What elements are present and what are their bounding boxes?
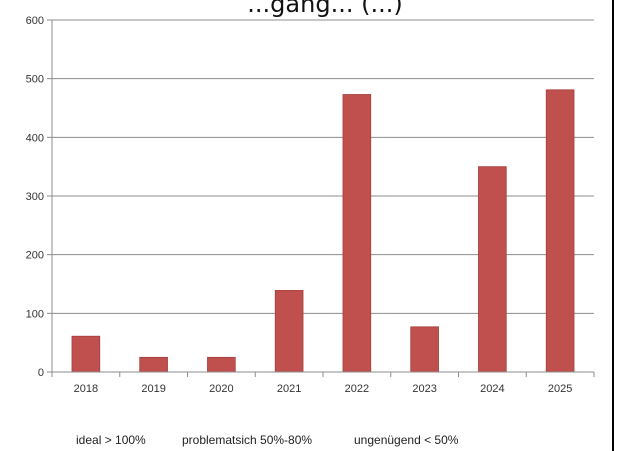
note-ideal: ideal > 100% xyxy=(76,433,146,447)
x-tick-label: 2019 xyxy=(141,383,165,395)
x-tick-label: 2020 xyxy=(209,383,233,395)
bars xyxy=(71,89,575,373)
chart-title: ...gang... (...) xyxy=(247,0,402,18)
y-tick-label: 600 xyxy=(26,15,44,27)
note-problematic: problematsich 50%-80% xyxy=(182,433,312,447)
y-tick-label: 100 xyxy=(26,308,44,320)
x-tick-label: 2018 xyxy=(74,383,98,395)
x-tick-label: 2024 xyxy=(480,383,504,395)
bar-2021 xyxy=(274,290,304,373)
bar-2022 xyxy=(342,94,372,373)
y-tick-label: 0 xyxy=(38,367,44,379)
x-tick-label: 2025 xyxy=(548,383,572,395)
x-tick-label: 2022 xyxy=(345,383,369,395)
x-axis: 2018 2019 2020 2021 2022 2023 2024 2025 xyxy=(51,371,595,395)
bar-2019 xyxy=(139,356,168,373)
y-axis: 0 100 200 300 400 500 600 xyxy=(26,15,53,379)
x-tick-label: 2023 xyxy=(412,383,436,395)
bar-2020 xyxy=(207,356,236,373)
y-tick-label: 500 xyxy=(26,74,44,86)
gridlines xyxy=(52,19,594,314)
bar-2024 xyxy=(478,166,507,373)
bar-2018 xyxy=(71,335,101,373)
y-tick-label: 300 xyxy=(26,191,44,203)
legend-notes: ideal > 100% problematsich 50%-80% ungen… xyxy=(76,433,459,447)
y-tick-label: 400 xyxy=(26,132,44,144)
x-tick-label: 2021 xyxy=(277,383,301,395)
bar-2025 xyxy=(545,89,575,373)
bar-2023 xyxy=(410,326,439,373)
y-tick-label: 200 xyxy=(26,250,44,262)
note-insufficient: ungenügend < 50% xyxy=(354,433,459,447)
